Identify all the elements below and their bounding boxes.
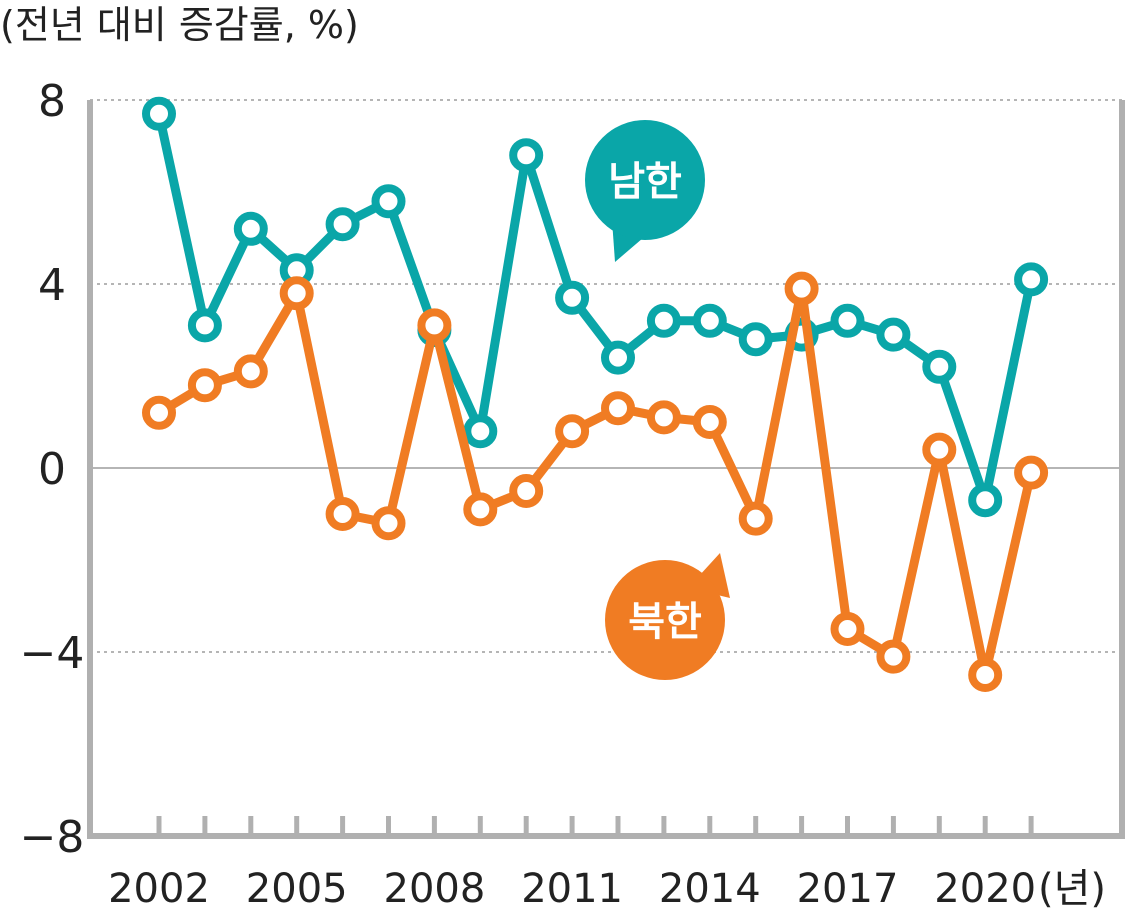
data-point [830,303,865,338]
data-point [968,483,1003,518]
data-point [142,96,176,131]
data-point [692,405,727,439]
data-point [142,395,176,430]
axes [87,100,1125,839]
legend-bubble-south-circle [585,120,705,240]
y-axis-title: (전년 대비 증감률, %) [0,3,359,47]
data-point [738,322,773,357]
data-point [968,658,1003,692]
data-point [1014,262,1049,297]
data-point [187,308,222,343]
data-point [555,414,590,449]
y-tick-label: 4 [38,260,66,311]
data-point [463,492,498,527]
legend-bubble-north-circle [605,560,725,680]
data-point [325,207,360,242]
x-tick-label: 2011 [521,866,623,912]
x-tick-label: 2017 [797,866,899,912]
data-point [509,474,544,508]
y-tick-label: 0 [38,444,66,495]
x-tick-label: 2005 [246,866,348,912]
data-point [233,211,268,246]
data-point [417,308,452,343]
series-north [142,271,1049,692]
series-group [142,96,1049,692]
grid-lines [90,99,1122,653]
legend-south-label: 남한 [608,159,682,205]
data-point [601,391,635,426]
legend-bubble-north: 북한 [605,553,730,680]
data-point [279,276,314,311]
x-tick-labels: 2002 2005 2008 2011 2014 2017 2020 [108,866,1036,912]
x-unit-label: (년) [1038,866,1106,912]
data-point [646,400,681,435]
y-tick-label: −8 [20,812,85,863]
x-tick-label: 2020 [934,866,1036,912]
data-point [463,414,498,449]
y-tick-label: 8 [38,76,66,127]
legend-north-label: 북한 [628,599,702,645]
legend-bubble-south: 남한 [585,120,705,262]
data-point [371,184,406,219]
data-point [922,432,957,467]
data-point [601,340,635,375]
x-tick-label: 2014 [659,866,761,912]
data-point [692,303,727,338]
y-tick-labels: 8 4 0 −4 −8 [20,76,85,863]
y-tick-label: −4 [20,628,85,679]
data-point [555,280,590,315]
data-point [922,349,957,384]
data-point [876,317,911,352]
x-tick-label: 2008 [384,866,486,912]
data-point [325,497,360,531]
data-point [830,612,865,646]
x-tick-label: 2002 [108,866,210,912]
data-point [371,506,406,541]
data-point [784,271,819,306]
data-point [187,368,222,403]
data-point [233,354,268,389]
data-point [1014,455,1049,490]
data-point [646,303,681,338]
data-point [876,639,911,674]
data-point [738,501,773,536]
data-point [509,138,544,173]
series-south [142,96,1049,518]
